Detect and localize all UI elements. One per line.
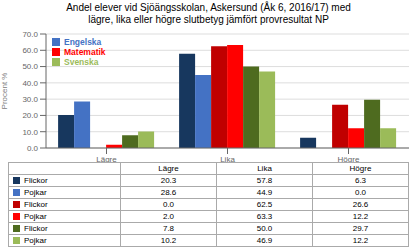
html-text:63.3: 63.3 bbox=[256, 212, 273, 221]
html-text:10.2: 10.2 bbox=[160, 236, 177, 245]
svg-text:40.0: 40.0 bbox=[22, 79, 38, 88]
html-text:6.3: 6.3 bbox=[354, 176, 367, 185]
html-text:62.5: 62.5 bbox=[256, 200, 273, 209]
html-text:Svenska: Svenska bbox=[64, 57, 99, 67]
svg-text:10.0: 10.0 bbox=[22, 128, 38, 137]
html-text:26.6: 26.6 bbox=[352, 200, 369, 209]
html-text:Matematik: Matematik bbox=[64, 47, 106, 57]
html-text:Högre: Högre bbox=[349, 164, 372, 173]
html-text:Flickor: Flickor bbox=[24, 200, 48, 209]
html-text:Lika: Lika bbox=[257, 164, 272, 173]
html-text:20.3: 20.3 bbox=[160, 176, 177, 185]
html-text:2.0: 2.0 bbox=[162, 212, 175, 221]
html-text:0.0: 0.0 bbox=[354, 188, 367, 197]
svg-text:70.0: 70.0 bbox=[22, 30, 38, 39]
svg-text:30.0: 30.0 bbox=[22, 95, 38, 104]
svg-text:20.0: 20.0 bbox=[22, 111, 38, 120]
html-text:12.2: 12.2 bbox=[352, 212, 369, 221]
svg-text:Lika: Lika bbox=[220, 155, 235, 162]
html-text:12.2: 12.2 bbox=[352, 236, 369, 245]
html-text:Pojkar: Pojkar bbox=[24, 188, 47, 197]
html-text:Lägre: Lägre bbox=[158, 164, 179, 173]
html-text:0.0: 0.0 bbox=[162, 200, 175, 209]
html-text:44.9: 44.9 bbox=[256, 188, 273, 197]
html-text:7.8: 7.8 bbox=[162, 224, 175, 233]
html-text:29.7: 29.7 bbox=[352, 224, 369, 233]
svg-text:Lägre: Lägre bbox=[96, 155, 117, 162]
svg-text:Högre: Högre bbox=[338, 155, 360, 162]
html-text:Pojkar: Pojkar bbox=[24, 212, 47, 221]
html-text:50.0: 50.0 bbox=[256, 224, 273, 233]
svg-text:50.0: 50.0 bbox=[22, 62, 38, 71]
svg-text:0.0: 0.0 bbox=[27, 144, 39, 153]
svg-text:Procent %: Procent % bbox=[8, 73, 9, 110]
html-text:57.8: 57.8 bbox=[256, 176, 273, 185]
html-text:Engelska: Engelska bbox=[64, 37, 102, 47]
html-text:Pojkar: Pojkar bbox=[24, 236, 47, 245]
html-text:Flickor: Flickor bbox=[24, 176, 48, 185]
svg-text:60.0: 60.0 bbox=[22, 46, 38, 55]
html-text:28.6: 28.6 bbox=[160, 188, 177, 197]
html-text:46.9: 46.9 bbox=[256, 236, 273, 245]
html-text:Flickor: Flickor bbox=[24, 224, 48, 233]
html-text:Andel elever vid Sjöängsskolan: Andel elever vid Sjöängsskolan, Askersun… bbox=[66, 2, 351, 25]
